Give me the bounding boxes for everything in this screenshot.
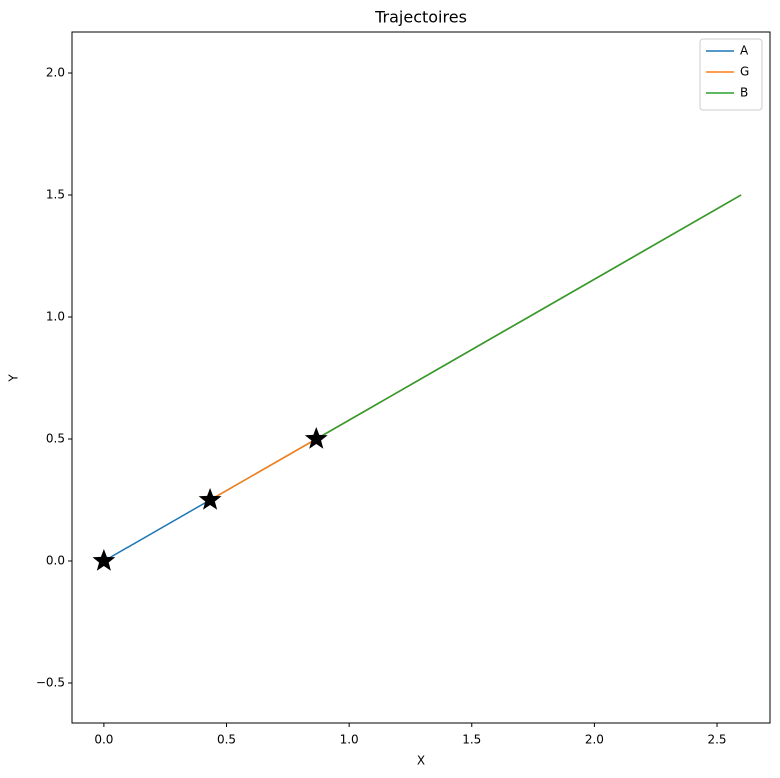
y-tick-label: 1.0	[46, 309, 65, 323]
chart-title: Trajectoires	[374, 8, 467, 27]
start-marker	[198, 487, 222, 510]
legend-label: A	[740, 44, 749, 58]
x-tick-label: 0.0	[94, 733, 113, 747]
legend: AGB	[699, 38, 763, 111]
x-tick-label: 2.0	[585, 733, 604, 747]
legend-label: B	[740, 86, 748, 100]
x-tick-label: 1.5	[462, 733, 481, 747]
legend-box	[699, 38, 763, 111]
y-tick-label: 2.0	[46, 65, 65, 79]
series-line	[315, 194, 742, 440]
x-tick-label: 0.5	[217, 733, 236, 747]
y-tick-label: 0.0	[46, 553, 65, 567]
y-tick-label: −0.5	[36, 675, 65, 689]
y-tick-label: 0.5	[46, 431, 65, 445]
plot-frame	[71, 31, 771, 724]
y-axis-label: Y	[7, 374, 21, 383]
y-tick-label: 1.5	[46, 187, 65, 201]
x-tick-label: 1.0	[340, 733, 359, 747]
start-marker	[92, 548, 116, 571]
x-tick-label: 2.5	[707, 733, 726, 747]
start-marker	[304, 426, 328, 449]
x-axis-label: X	[417, 754, 425, 768]
legend-label: G	[740, 65, 749, 79]
